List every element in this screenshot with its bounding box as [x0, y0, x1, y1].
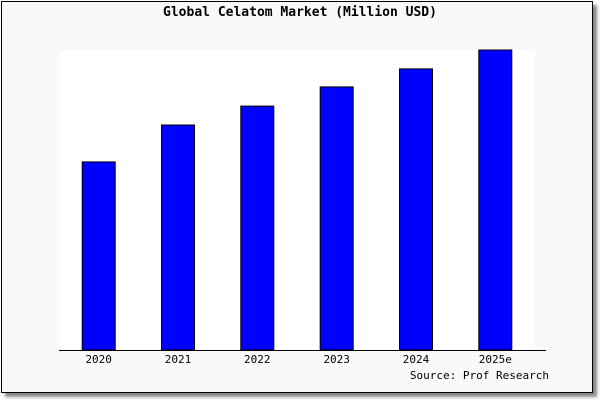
plot-area: [59, 50, 535, 350]
bar-2025e: [478, 49, 513, 351]
bar-2023: [319, 86, 354, 351]
x-tick-label: 2020: [85, 353, 112, 366]
bar-2022: [240, 105, 275, 351]
bar-2021: [161, 124, 195, 351]
bar-2024: [399, 68, 433, 351]
x-tick-label: 2023: [323, 353, 350, 366]
x-tick-label: 2025e: [479, 353, 512, 366]
x-tick-label: 2022: [244, 353, 271, 366]
source-label: Source: Prof Research: [410, 369, 549, 382]
x-tick-label: 2021: [165, 353, 192, 366]
bar-2020: [81, 161, 116, 351]
chart-title: Global Celatom Market (Million USD): [163, 5, 437, 20]
x-tick-label: 2024: [403, 353, 430, 366]
